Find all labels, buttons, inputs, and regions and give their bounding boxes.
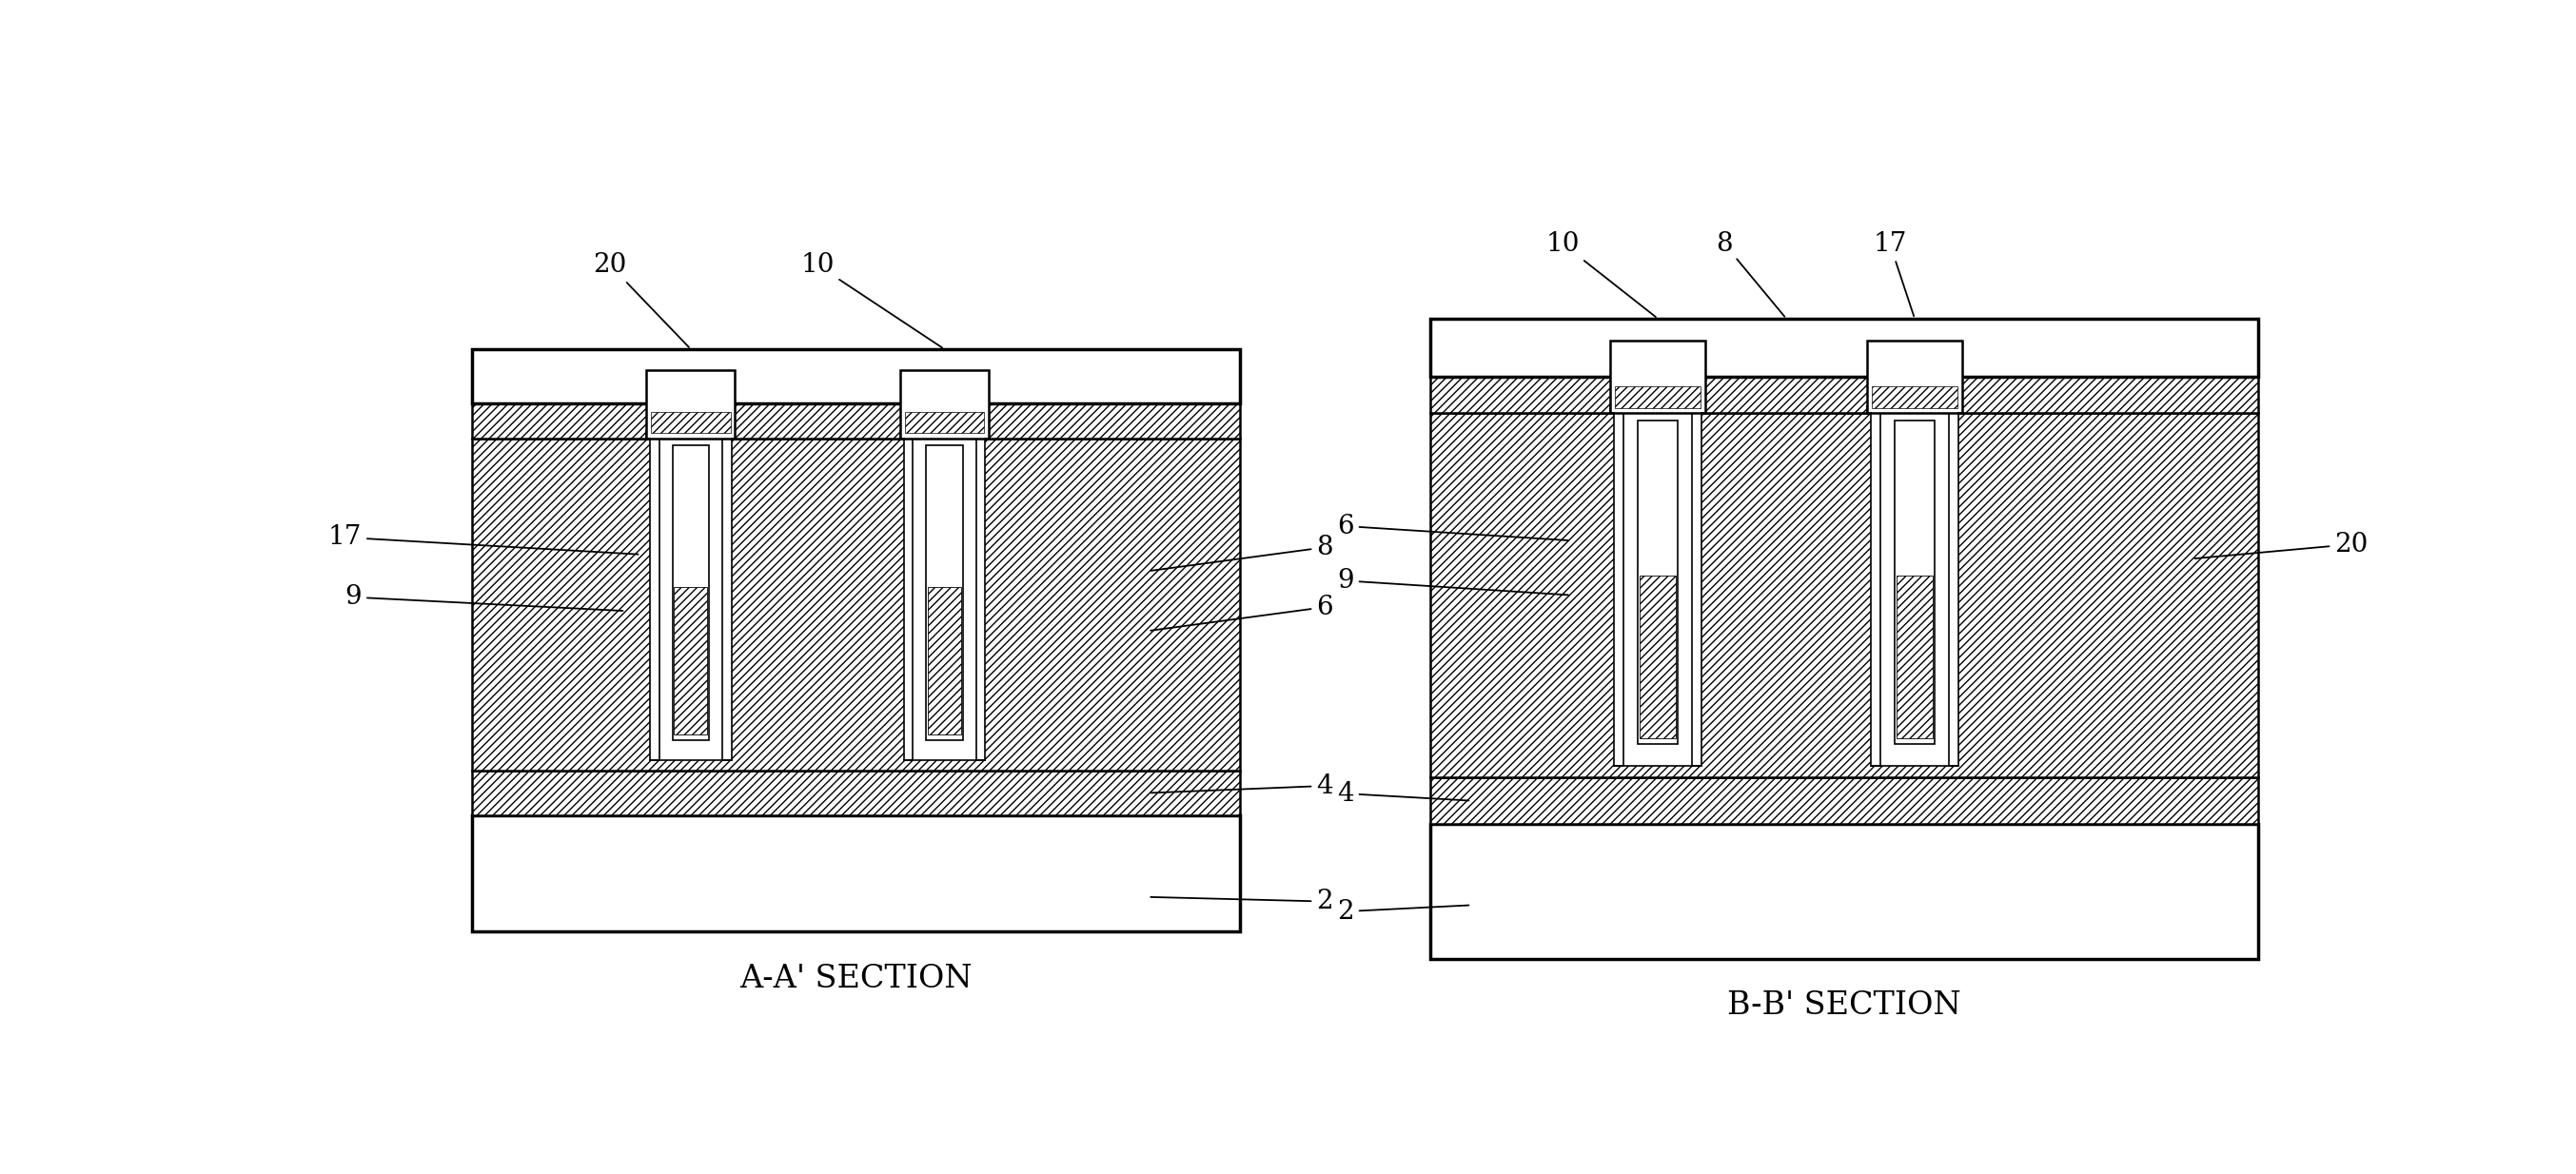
Text: 6: 6 (1151, 594, 1332, 630)
Text: 2: 2 (1337, 898, 1468, 924)
Text: 10: 10 (1546, 231, 1656, 317)
Bar (1610, 340, 1705, 413)
Text: 20: 20 (2195, 532, 2367, 559)
Text: 4: 4 (1337, 781, 1468, 807)
Text: A-A' SECTION: A-A' SECTION (739, 964, 971, 994)
Bar (672, 445, 708, 741)
Text: 2: 2 (1151, 889, 1332, 915)
Text: 4: 4 (1151, 772, 1332, 798)
Text: 10: 10 (801, 252, 943, 348)
Bar (652, 412, 732, 433)
Bar (925, 445, 963, 741)
Bar (1896, 420, 1935, 744)
Bar (647, 370, 734, 438)
Bar (471, 816, 1242, 932)
Bar (1610, 340, 1705, 413)
Bar (471, 404, 1242, 438)
Bar (1430, 318, 2259, 377)
Bar (1873, 386, 1958, 407)
Text: 17: 17 (327, 525, 639, 554)
Bar (1638, 420, 1677, 744)
Bar (1623, 413, 1692, 767)
Text: 8: 8 (1151, 534, 1332, 571)
Bar (912, 438, 976, 761)
Bar (471, 438, 1242, 770)
Bar (649, 438, 659, 761)
Bar (1615, 413, 1623, 767)
Bar (904, 412, 984, 433)
Bar (1868, 340, 1963, 413)
Bar (904, 438, 912, 761)
Bar (927, 587, 961, 735)
Bar (1692, 413, 1703, 767)
Bar (1430, 824, 2259, 959)
Bar (647, 370, 734, 438)
Bar (659, 438, 721, 761)
Text: 8: 8 (1716, 231, 1785, 317)
Bar (1880, 413, 1947, 767)
Bar (1641, 576, 1677, 737)
Text: 6: 6 (1337, 513, 1569, 540)
Bar (1430, 413, 2259, 777)
Bar (1870, 413, 1880, 767)
Text: 20: 20 (592, 252, 688, 348)
Bar (899, 370, 989, 438)
Bar (1896, 576, 1932, 737)
Bar (471, 770, 1242, 816)
Bar (1430, 377, 2259, 413)
Text: 17: 17 (1873, 231, 1914, 316)
Bar (1947, 413, 1958, 767)
Text: B-B' SECTION: B-B' SECTION (1728, 991, 1960, 1021)
Bar (1868, 340, 1963, 413)
Bar (1430, 777, 2259, 824)
Bar (899, 370, 989, 438)
Text: 9: 9 (345, 585, 623, 610)
Bar (1615, 386, 1700, 407)
Bar (721, 438, 732, 761)
Bar (976, 438, 984, 761)
Bar (675, 587, 708, 735)
Bar (471, 349, 1242, 404)
Text: 9: 9 (1337, 568, 1569, 595)
